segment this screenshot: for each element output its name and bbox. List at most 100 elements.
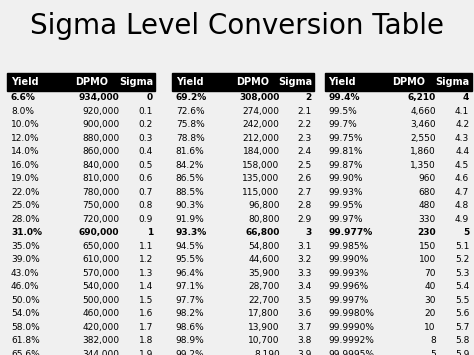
Text: Yield: Yield xyxy=(328,77,356,87)
Text: 14.0%: 14.0% xyxy=(11,147,39,157)
Text: 920,000: 920,000 xyxy=(82,107,119,116)
Text: 97.1%: 97.1% xyxy=(176,282,205,291)
Text: 5.3: 5.3 xyxy=(455,269,469,278)
Text: 1.3: 1.3 xyxy=(139,269,153,278)
Text: 4.2: 4.2 xyxy=(455,120,469,130)
Text: 46.0%: 46.0% xyxy=(11,282,39,291)
Text: 3.5: 3.5 xyxy=(298,296,312,305)
Text: 69.2%: 69.2% xyxy=(176,93,207,103)
Text: 720,000: 720,000 xyxy=(82,215,119,224)
Text: 1,350: 1,350 xyxy=(410,161,436,170)
Text: 0.5: 0.5 xyxy=(139,161,153,170)
Text: 2.9: 2.9 xyxy=(298,215,312,224)
Text: 99.7%: 99.7% xyxy=(328,120,357,130)
Text: 44,600: 44,600 xyxy=(248,255,280,264)
Text: 39.0%: 39.0% xyxy=(11,255,40,264)
Text: 4.5: 4.5 xyxy=(455,161,469,170)
Text: 28.0%: 28.0% xyxy=(11,215,39,224)
Text: 99.977%: 99.977% xyxy=(328,228,373,237)
Text: 61.8%: 61.8% xyxy=(11,336,40,345)
Text: 3.8: 3.8 xyxy=(298,336,312,345)
Text: 840,000: 840,000 xyxy=(82,161,119,170)
Text: 54,800: 54,800 xyxy=(248,242,280,251)
Text: 95.5%: 95.5% xyxy=(176,255,205,264)
Text: 22,700: 22,700 xyxy=(248,296,280,305)
Text: 99.9995%: 99.9995% xyxy=(328,350,374,355)
Text: 66,800: 66,800 xyxy=(245,228,280,237)
Text: 99.2%: 99.2% xyxy=(176,350,204,355)
Text: 99.993%: 99.993% xyxy=(328,269,369,278)
Text: 4.1: 4.1 xyxy=(455,107,469,116)
Text: 97.7%: 97.7% xyxy=(176,296,205,305)
Text: 5.4: 5.4 xyxy=(455,282,469,291)
Text: 540,000: 540,000 xyxy=(82,282,119,291)
Text: 96.4%: 96.4% xyxy=(176,269,204,278)
Text: 25.0%: 25.0% xyxy=(11,201,39,211)
Text: 4,660: 4,660 xyxy=(410,107,436,116)
Text: 5.9: 5.9 xyxy=(455,350,469,355)
Text: 0.4: 0.4 xyxy=(139,147,153,157)
Text: 5: 5 xyxy=(463,228,469,237)
Text: 5.5: 5.5 xyxy=(455,296,469,305)
Text: 2.5: 2.5 xyxy=(298,161,312,170)
Text: 98.6%: 98.6% xyxy=(176,323,205,332)
Text: 43.0%: 43.0% xyxy=(11,269,39,278)
Text: 99.9980%: 99.9980% xyxy=(328,309,374,318)
Text: 460,000: 460,000 xyxy=(82,309,119,318)
Text: 10.0%: 10.0% xyxy=(11,120,40,130)
Text: 480: 480 xyxy=(419,201,436,211)
Text: 135,000: 135,000 xyxy=(242,174,280,184)
Text: 17,800: 17,800 xyxy=(248,309,280,318)
Text: 3: 3 xyxy=(306,228,312,237)
Text: 4.6: 4.6 xyxy=(455,174,469,184)
Text: 610,000: 610,000 xyxy=(82,255,119,264)
Bar xyxy=(172,73,314,91)
Text: 1.5: 1.5 xyxy=(139,296,153,305)
Text: 70: 70 xyxy=(424,269,436,278)
Text: 1: 1 xyxy=(147,228,153,237)
Text: 382,000: 382,000 xyxy=(82,336,119,345)
Text: 65.6%: 65.6% xyxy=(11,350,40,355)
Text: 330: 330 xyxy=(419,215,436,224)
Text: 4.8: 4.8 xyxy=(455,201,469,211)
Text: 115,000: 115,000 xyxy=(242,188,280,197)
Text: 880,000: 880,000 xyxy=(82,134,119,143)
Text: 2,550: 2,550 xyxy=(410,134,436,143)
Text: 2.4: 2.4 xyxy=(298,147,312,157)
Text: 1.4: 1.4 xyxy=(139,282,153,291)
Text: 934,000: 934,000 xyxy=(79,93,119,103)
Text: 1.6: 1.6 xyxy=(139,309,153,318)
Text: 35.0%: 35.0% xyxy=(11,242,40,251)
Text: 1,860: 1,860 xyxy=(410,147,436,157)
Text: 3.9: 3.9 xyxy=(298,350,312,355)
Text: 20: 20 xyxy=(425,309,436,318)
Text: 0.1: 0.1 xyxy=(139,107,153,116)
Text: 58.0%: 58.0% xyxy=(11,323,40,332)
Text: 93.3%: 93.3% xyxy=(176,228,207,237)
Text: 5.7: 5.7 xyxy=(455,323,469,332)
Text: DPMO: DPMO xyxy=(237,77,270,87)
Text: 3,460: 3,460 xyxy=(410,120,436,130)
Text: 35,900: 35,900 xyxy=(248,269,280,278)
Text: 0.9: 0.9 xyxy=(139,215,153,224)
Text: 3.7: 3.7 xyxy=(298,323,312,332)
Text: 420,000: 420,000 xyxy=(82,323,119,332)
Text: 99.996%: 99.996% xyxy=(328,282,369,291)
Text: 19.0%: 19.0% xyxy=(11,174,40,184)
Text: 860,000: 860,000 xyxy=(82,147,119,157)
Text: 99.93%: 99.93% xyxy=(328,188,363,197)
Text: 3.2: 3.2 xyxy=(298,255,312,264)
Text: 30: 30 xyxy=(424,296,436,305)
Text: 99.4%: 99.4% xyxy=(328,93,360,103)
Text: 98.2%: 98.2% xyxy=(176,309,204,318)
Text: 1.9: 1.9 xyxy=(139,350,153,355)
Text: 5.1: 5.1 xyxy=(455,242,469,251)
Text: 99.81%: 99.81% xyxy=(328,147,363,157)
Text: 750,000: 750,000 xyxy=(82,201,119,211)
Text: 690,000: 690,000 xyxy=(79,228,119,237)
Text: 50.0%: 50.0% xyxy=(11,296,40,305)
Text: 0.3: 0.3 xyxy=(139,134,153,143)
Text: 99.97%: 99.97% xyxy=(328,215,363,224)
Text: 96,800: 96,800 xyxy=(248,201,280,211)
Text: 84.2%: 84.2% xyxy=(176,161,204,170)
